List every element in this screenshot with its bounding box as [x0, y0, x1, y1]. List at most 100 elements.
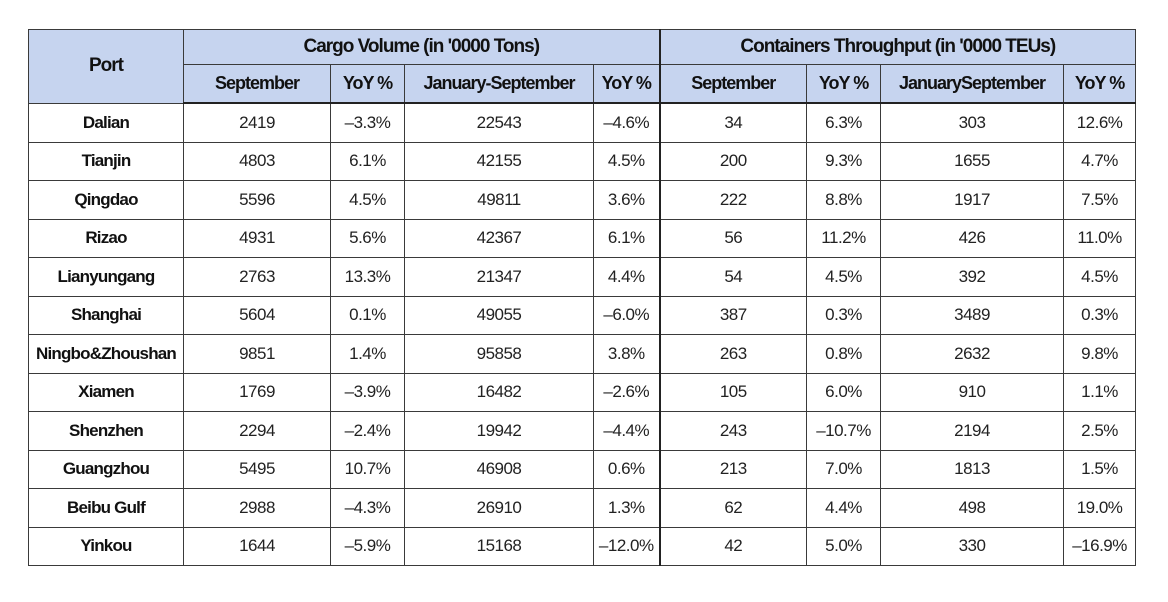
container-jan-sep-yoy-cell: 11.0%: [1063, 218, 1137, 258]
cargo-jan-sep-yoy-header: YoY %: [592, 64, 661, 104]
port-name-cell: Beibu Gulf: [28, 488, 184, 528]
cargo-jan-sep-cell: 46908: [404, 449, 594, 489]
table-row: Dalian 2419 –3.3% 22543 –4.6% 34 6.3% 303 12.6%: [28, 102, 1137, 143]
cargo-september-cell: 4931: [183, 218, 331, 258]
container-september-cell: 200: [658, 141, 808, 181]
port-name-cell: Rizao: [28, 218, 184, 258]
cargo-september-cell: 5604: [183, 295, 331, 335]
cargo-september-cell: 1644: [183, 526, 331, 566]
cargo-september-cell: 4803: [183, 141, 331, 181]
cargo-jan-sep-cell: 21347: [404, 257, 594, 297]
table-row: Lianyungang 2763 13.3% 21347 4.4% 54 4.5% 392 4.…: [28, 257, 1137, 297]
port-name-cell: Ningbo&Zhoushan: [28, 334, 184, 374]
container-september-yoy-cell: 11.2%: [806, 218, 882, 258]
cargo-jan-sep-yoy-cell: –12.0%: [592, 526, 661, 566]
table-row: Xiamen 1769 –3.9% 16482 –2.6% 105 6.0% 910 1.1%: [28, 372, 1137, 412]
container-jan-sep-yoy-cell: 4.5%: [1063, 257, 1137, 297]
container-september-yoy-cell: 0.3%: [806, 295, 882, 335]
table-row: Qingdao 5596 4.5% 49811 3.6% 222 8.8% 1917 7.5%: [28, 180, 1137, 220]
port-name-cell: Qingdao: [28, 180, 184, 220]
cargo-jan-sep-yoy-cell: 3.6%: [592, 180, 661, 220]
port-name-cell: Dalian: [28, 102, 184, 143]
container-jan-sep-yoy-cell: 7.5%: [1063, 180, 1137, 220]
port-name-cell: Shenzhen: [28, 411, 184, 451]
port-header: Port: [28, 29, 184, 104]
container-september-header: September: [658, 64, 808, 104]
container-september-cell: 54: [658, 257, 808, 297]
container-september-yoy-cell: 6.3%: [806, 102, 882, 143]
container-september-cell: 56: [658, 218, 808, 258]
cargo-september-cell: 9851: [183, 334, 331, 374]
container-jan-sep-cell: 2632: [880, 334, 1065, 374]
port-name-cell: Xiamen: [28, 372, 184, 412]
cargo-jan-sep-yoy-cell: –4.4%: [592, 411, 661, 451]
container-jan-sep-cell: 1813: [880, 449, 1065, 489]
cargo-september-cell: 5495: [183, 449, 331, 489]
cargo-jan-sep-cell: 95858: [404, 334, 594, 374]
cargo-jan-sep-yoy-cell: –2.6%: [592, 372, 661, 412]
cargo-jan-sep-header: January-September: [404, 64, 594, 104]
cargo-volume-header: Cargo Volume (in '0000 Tons): [182, 29, 661, 65]
cargo-jan-sep-cell: 49811: [404, 180, 594, 220]
cargo-september-yoy-cell: –3.3%: [330, 102, 405, 143]
cargo-september-yoy-cell: –2.4%: [330, 411, 405, 451]
container-jan-sep-cell: 498: [880, 488, 1065, 528]
cargo-jan-sep-yoy-cell: 3.8%: [592, 334, 661, 374]
cargo-september-yoy-cell: –4.3%: [330, 488, 405, 528]
container-jan-sep-cell: 426: [880, 218, 1065, 258]
cargo-september-yoy-cell: 13.3%: [330, 257, 405, 297]
container-jan-sep-cell: 3489: [880, 295, 1065, 335]
cargo-jan-sep-yoy-cell: 4.4%: [592, 257, 661, 297]
table-row: Shenzhen 2294 –2.4% 19942 –4.4% 243 –10.7% 2194…: [28, 411, 1137, 451]
table-row: Rizao 4931 5.6% 42367 6.1% 56 11.2% 426 11.0%: [28, 218, 1137, 258]
container-jan-sep-cell: 1917: [880, 180, 1065, 220]
container-jan-sep-yoy-cell: 4.7%: [1063, 141, 1137, 181]
header-group-row: Port Cargo Volume (in '0000 Tons) Contai…: [28, 29, 1137, 104]
cargo-jan-sep-cell: 42367: [404, 218, 594, 258]
cargo-september-yoy-cell: –3.9%: [330, 372, 405, 412]
container-jan-sep-cell: 910: [880, 372, 1065, 412]
container-jan-sep-yoy-cell: 12.6%: [1063, 102, 1137, 143]
container-september-yoy-cell: 0.8%: [806, 334, 882, 374]
cargo-jan-sep-cell: 19942: [404, 411, 594, 451]
cargo-jan-sep-cell: 15168: [404, 526, 594, 566]
port-name-cell: Guangzhou: [28, 449, 184, 489]
cargo-september-cell: 5596: [183, 180, 331, 220]
container-september-yoy-cell: 8.8%: [806, 180, 882, 220]
cargo-jan-sep-yoy-cell: 1.3%: [592, 488, 661, 528]
container-september-yoy-cell: 4.4%: [806, 488, 882, 528]
container-september-cell: 105: [658, 372, 808, 412]
cargo-jan-sep-cell: 49055: [404, 295, 594, 335]
cargo-september-yoy-cell: 6.1%: [330, 141, 405, 181]
cargo-jan-sep-yoy-cell: 6.1%: [592, 218, 661, 258]
port-name-cell: Yinkou: [28, 526, 184, 566]
port-name-cell: Shanghai: [28, 295, 184, 335]
table-body: Dalian 2419 –3.3% 22543 –4.6% 34 6.3% 303 12.6% T…: [28, 102, 1137, 566]
containers-throughput-header: Containers Throughput (in '0000 TEUs): [658, 29, 1137, 65]
table-row: Yinkou 1644 –5.9% 15168 –12.0% 42 5.0% 330 –16.9…: [28, 526, 1137, 566]
container-jan-sep-cell: 330: [880, 526, 1065, 566]
container-september-cell: 243: [658, 411, 808, 451]
container-september-yoy-cell: 9.3%: [806, 141, 882, 181]
cargo-september-yoy-cell: 0.1%: [330, 295, 405, 335]
container-september-yoy-cell: 4.5%: [806, 257, 882, 297]
container-jan-sep-yoy-header: YoY %: [1063, 64, 1137, 104]
cargo-september-yoy-cell: 4.5%: [330, 180, 405, 220]
port-name-cell: Lianyungang: [28, 257, 184, 297]
container-jan-sep-yoy-cell: 9.8%: [1063, 334, 1137, 374]
container-september-yoy-cell: 5.0%: [806, 526, 882, 566]
container-jan-sep-yoy-cell: 2.5%: [1063, 411, 1137, 451]
container-september-cell: 222: [658, 180, 808, 220]
container-september-yoy-cell: –10.7%: [806, 411, 882, 451]
container-september-yoy-header: YoY %: [806, 64, 882, 104]
container-jan-sep-cell: 1655: [880, 141, 1065, 181]
cargo-september-cell: 2294: [183, 411, 331, 451]
port-name-cell: Tianjin: [28, 141, 184, 181]
cargo-september-yoy-cell: 10.7%: [330, 449, 405, 489]
cargo-september-yoy-cell: –5.9%: [330, 526, 405, 566]
container-jan-sep-yoy-cell: 1.5%: [1063, 449, 1137, 489]
container-september-cell: 263: [658, 334, 808, 374]
container-september-cell: 387: [658, 295, 808, 335]
cargo-september-cell: 2988: [183, 488, 331, 528]
container-jan-sep-yoy-cell: 1.1%: [1063, 372, 1137, 412]
